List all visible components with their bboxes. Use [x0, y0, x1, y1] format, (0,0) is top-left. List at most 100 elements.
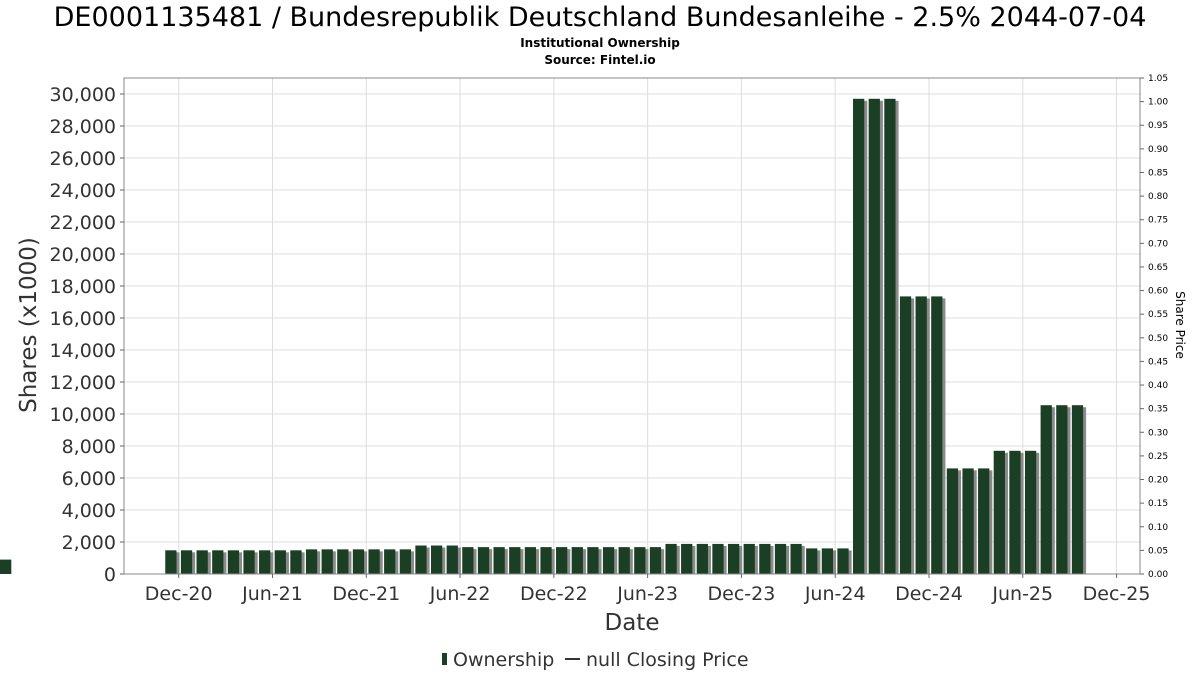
y2-tick-label-1: 0.05 [1148, 546, 1168, 556]
y-tick-label-4: 8,000 [62, 436, 116, 458]
y2-tick-label-6: 0.30 [1148, 428, 1168, 438]
ownership-bar-51 [962, 468, 974, 574]
ownership-bar-39 [774, 543, 787, 574]
y-tick-label-11: 22,000 [50, 212, 116, 234]
chart-bars [0, 98, 1087, 575]
y-tick-label-12: 24,000 [50, 180, 116, 202]
x-tick-label-5: Jun-23 [616, 583, 678, 605]
x-axis-title: Date [605, 610, 660, 636]
legend-ownership-label: Ownership [453, 649, 554, 671]
y2-tick-label-15: 0.75 [1148, 216, 1168, 226]
y-tick-label-0: 0 [104, 564, 116, 586]
x-tick-label-2: Dec-21 [332, 583, 400, 605]
ownership-bar-21 [493, 547, 505, 574]
ownership-bar-1 [180, 550, 193, 574]
x-tick-label-4: Dec-22 [520, 583, 588, 605]
ownership-bar-23 [524, 547, 537, 574]
y-tick-label-15: 30,000 [50, 84, 116, 106]
ownership-bar-25 [556, 547, 568, 574]
right-axis-ticks: 0.00 0.05 0.10 0.15 0.20 0.25 0.30 0.35 0.40 0.45… [1140, 74, 1168, 580]
ownership-bar-58 [1071, 405, 1084, 574]
ownership-bar-44 [853, 98, 865, 575]
ownership-bar-26 [571, 547, 583, 574]
y-tick-label-1: 2,000 [62, 532, 116, 554]
ownership-bar-53 [993, 450, 1005, 574]
ownership-bar-50 [946, 468, 959, 574]
ownership-bar-49 [931, 296, 943, 574]
ownership-bar-34 [696, 543, 708, 574]
y2-tick-label-2: 0.10 [1148, 523, 1168, 533]
y-tick-label-7: 14,000 [50, 340, 116, 362]
ownership-bar-10 [321, 549, 333, 574]
ownership-bar-4 [227, 550, 240, 574]
ownership-bar-30 [634, 547, 646, 574]
y-tick-label-10: 20,000 [50, 244, 116, 266]
ownership-bar-15 [399, 549, 411, 574]
ownership-bar-2 [196, 550, 208, 574]
ownership-bar-46 [884, 98, 896, 575]
ownership-bar-3 [212, 550, 224, 574]
legend-ownership-swatch [442, 653, 447, 665]
y-tick-label-6: 12,000 [50, 372, 116, 394]
x-tick-label-6: Dec-23 [708, 583, 776, 605]
ownership-bar-41 [806, 548, 818, 574]
ownership-bar-0 [165, 550, 177, 574]
ownership-bar-48 [915, 296, 927, 574]
chart-subtitle-ownership: Institutional Ownership [520, 36, 680, 50]
ownership-bar-17 [430, 545, 443, 574]
ownership-bar-6 [259, 550, 271, 574]
y-tick-label-8: 16,000 [50, 308, 116, 330]
ownership-bar-31 [649, 547, 662, 574]
y2-tick-label-8: 0.40 [1148, 381, 1168, 391]
ownership-bar-59 [0, 559, 12, 574]
y-tick-label-13: 26,000 [50, 148, 116, 170]
ownership-bar-33 [681, 543, 693, 574]
ownership-bar-57 [1056, 405, 1068, 574]
ownership-bar-24 [540, 547, 552, 574]
x-axis-ticks: Dec-20 Jun-21 Dec-21 Jun-22 Dec-22 Jun-23 Dec-… [145, 574, 1151, 605]
x-tick-label-1: Jun-21 [241, 583, 303, 605]
ownership-bar-43 [837, 548, 849, 574]
y2-tick-label-20: 1.00 [1148, 98, 1168, 108]
ownership-bar-12 [352, 549, 365, 574]
ownership-bar-18 [446, 545, 458, 574]
ownership-bar-22 [509, 547, 521, 574]
ownership-bar-11 [337, 549, 349, 574]
y2-tick-label-17: 0.85 [1148, 168, 1168, 178]
ownership-bar-20 [477, 547, 490, 574]
chart-legend: Ownership null Closing Price [442, 649, 749, 671]
left-axis-ticks: 0 2,000 4,000 6,000 8,000 10,000 12,000 14,000 1… [50, 84, 124, 586]
ownership-bar-13 [368, 549, 380, 574]
ownership-bar-32 [665, 543, 677, 574]
ownership-bar-38 [759, 543, 771, 574]
y2-tick-label-7: 0.35 [1148, 405, 1168, 415]
plot-area-frame [123, 77, 1141, 575]
ownership-bar-54 [1009, 450, 1021, 574]
y2-tick-label-0: 0.00 [1148, 570, 1168, 580]
x-tick-label-0: Dec-20 [145, 583, 213, 605]
ownership-bar-16 [415, 545, 427, 574]
ownership-bar-7 [274, 550, 286, 574]
y2-tick-label-13: 0.65 [1148, 263, 1168, 273]
y-tick-label-9: 18,000 [50, 276, 116, 298]
ownership-bar-27 [587, 547, 599, 574]
y2-tick-label-10: 0.50 [1148, 334, 1168, 344]
y2-tick-label-16: 0.80 [1148, 192, 1168, 202]
ownership-bar-36 [727, 543, 740, 574]
x-tick-label-10: Dec-25 [1083, 583, 1151, 605]
y2-tick-label-9: 0.45 [1148, 357, 1168, 367]
y-tick-label-2: 4,000 [62, 500, 116, 522]
ownership-bar-55 [1024, 450, 1037, 574]
y-axis-title: Shares (x1000) [16, 237, 42, 413]
y2-tick-label-3: 0.15 [1148, 499, 1168, 509]
right-axis-title: Share Price [1173, 291, 1187, 359]
y2-tick-label-4: 0.20 [1148, 476, 1168, 486]
ownership-bar-45 [868, 98, 880, 575]
ownership-bar-42 [821, 548, 834, 574]
x-tick-label-7: Jun-24 [804, 583, 866, 605]
y2-tick-label-5: 0.25 [1148, 452, 1168, 462]
ownership-bar-5 [243, 550, 255, 574]
chart-subtitle-source: Source: Fintel.io [544, 53, 656, 67]
y-tick-label-3: 6,000 [62, 468, 116, 490]
